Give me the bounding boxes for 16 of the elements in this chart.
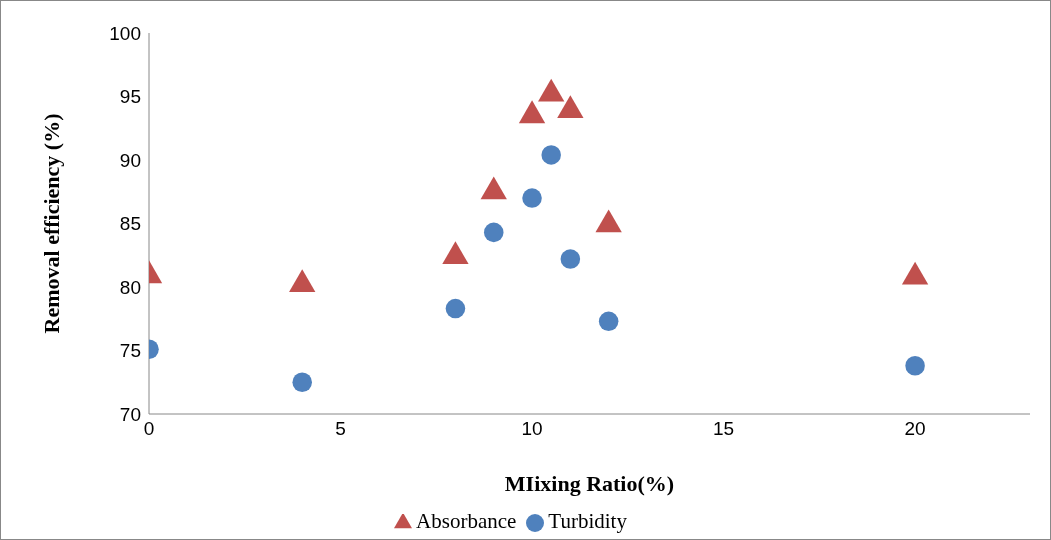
x-tick-label: 0	[143, 418, 155, 440]
y-tick-label: 70	[119, 403, 141, 425]
x-axis-title: MIixing Ratio(%)	[504, 471, 675, 496]
y-tick-label: 75	[119, 340, 141, 362]
y-tick-label: 100	[109, 22, 141, 44]
y-tick-label: 95	[119, 86, 141, 108]
x-tick-label: 15	[712, 418, 735, 440]
x-tick-label: 5	[335, 418, 346, 440]
y-tick-label: 90	[119, 149, 141, 171]
legend-label: Turbidity	[548, 509, 627, 533]
x-tick-label: 10	[521, 418, 543, 440]
y-tick-label: 85	[119, 213, 141, 235]
x-tick-label: 20	[904, 418, 926, 440]
legend-label: Absorbance	[416, 509, 517, 533]
y-tick-label: 80	[119, 276, 141, 298]
y-axis-title: Removal efficiency (%)	[38, 113, 64, 334]
